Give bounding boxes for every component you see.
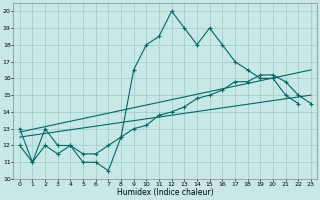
X-axis label: Humidex (Indice chaleur): Humidex (Indice chaleur) [117,188,214,197]
